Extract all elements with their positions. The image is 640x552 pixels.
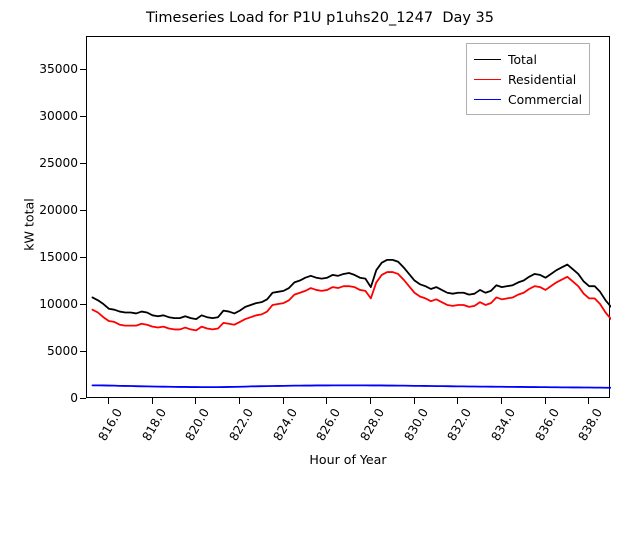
x-axis-tick-mark	[588, 398, 590, 404]
y-axis-tick-mark	[80, 162, 86, 164]
y-axis-tick-labels: 0 5000 10000 15000 20000 25000 30000 35000	[0, 0, 78, 480]
x-axis-tick-label: 830.0	[401, 406, 431, 444]
legend-swatch-residential	[474, 78, 501, 80]
legend-label: Total	[508, 51, 537, 67]
x-axis-tick-label: 826.0	[313, 406, 344, 444]
x-axis-tick-mark	[282, 398, 284, 404]
y-axis-tick-label: 30000	[39, 108, 78, 123]
legend-swatch-commercial	[474, 98, 501, 100]
x-axis-tick-mark	[457, 398, 459, 404]
x-axis-tick-mark	[151, 398, 153, 404]
x-axis-tick-label: 832.0	[444, 406, 475, 444]
y-axis-tick-mark	[80, 350, 86, 352]
y-axis-tick-mark	[80, 256, 86, 258]
y-axis-tick-mark	[80, 209, 86, 211]
y-axis-tick-mark	[80, 303, 86, 305]
series-lines	[91, 258, 611, 389]
legend-label: Residential	[508, 71, 577, 87]
y-axis-tick-label: 5000	[46, 343, 78, 358]
legend-item-residential[interactable]: Residential	[474, 69, 582, 89]
x-axis-tick-label: 836.0	[532, 406, 562, 444]
x-axis-tick-mark	[544, 398, 546, 404]
y-axis-tick-label: 15000	[39, 249, 78, 264]
x-axis-tick-label: 828.0	[357, 406, 387, 444]
x-axis-tick-label: 824.0	[270, 406, 300, 444]
chart-title: Timeseries Load for P1U p1uhs20_1247 Day…	[145, 10, 495, 26]
x-axis-tick-mark	[107, 398, 109, 404]
x-axis-tick-label: 818.0	[139, 406, 169, 444]
legend-swatch-total	[474, 58, 501, 60]
x-axis-tick-mark	[195, 398, 197, 404]
x-axis-tick-label: 820.0	[182, 406, 213, 444]
series-line-residential	[91, 271, 611, 332]
y-axis-tick-label: 10000	[39, 296, 78, 311]
x-axis-tick-label: 822.0	[226, 406, 256, 444]
legend-item-total[interactable]: Total	[474, 49, 582, 69]
y-axis-tick-label: 0	[70, 391, 78, 405]
series-line-commercial	[91, 384, 611, 389]
x-axis-tick-label: 834.0	[488, 406, 518, 444]
x-axis-tick-mark	[413, 398, 415, 404]
legend-item-commercial[interactable]: Commercial	[474, 89, 582, 109]
y-axis-tick-mark	[80, 68, 86, 70]
y-axis-tick-label: 25000	[39, 155, 78, 170]
y-axis-tick-label: 35000	[39, 61, 78, 76]
y-axis-tick-mark	[80, 115, 86, 117]
y-axis-label: kW total	[21, 198, 37, 251]
legend: Total Residential Commercial	[466, 43, 591, 115]
series-line-total	[91, 258, 611, 320]
x-axis-label: Hour of Year	[309, 452, 387, 467]
chart-figure: Timeseries Load for P1U p1uhs20_1247 Day…	[0, 0, 611, 480]
x-axis-tick-mark	[369, 398, 371, 404]
y-axis-tick-mark	[80, 398, 86, 399]
legend-label: Commercial	[508, 91, 583, 107]
x-axis-tick-mark	[500, 398, 502, 404]
x-axis-tick-mark	[326, 398, 328, 404]
x-axis-tick-mark	[238, 398, 240, 404]
y-axis-tick-label: 20000	[39, 202, 78, 217]
x-axis-tick-label: 838.0	[575, 406, 606, 444]
